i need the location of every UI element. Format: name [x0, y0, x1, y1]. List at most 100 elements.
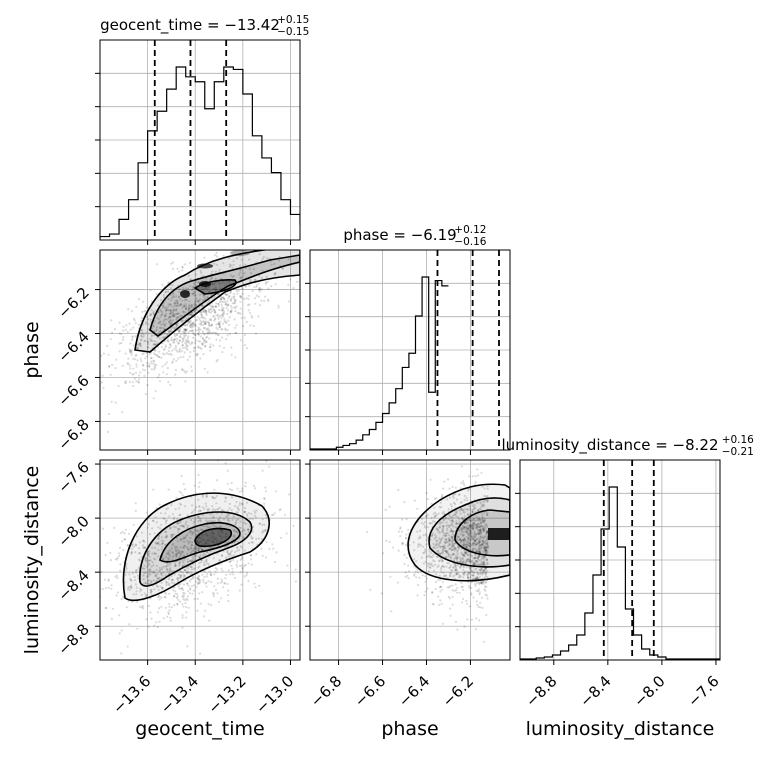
scatter-point — [484, 527, 487, 530]
panel-phase-geocent_time-frame — [99, 249, 301, 451]
scatter-point — [457, 535, 460, 538]
scatter-point — [439, 523, 442, 526]
scatter-point — [451, 540, 454, 543]
scatter-point — [180, 350, 183, 353]
scatter-point — [180, 320, 183, 323]
scatter-point — [478, 526, 481, 529]
scatter-point — [197, 582, 200, 585]
scatter-point — [160, 356, 163, 359]
scatter-point — [218, 558, 221, 562]
scatter-point — [211, 495, 214, 499]
scatter-point — [213, 310, 216, 313]
scatter-point — [168, 576, 171, 579]
scatter-point — [156, 336, 159, 339]
scatter-point — [186, 582, 189, 585]
scatter-point — [159, 527, 162, 530]
scatter-point — [200, 313, 203, 316]
scatter-point — [216, 582, 219, 585]
scatter-point — [467, 489, 470, 492]
scatter-point — [441, 558, 444, 562]
scatter-point — [173, 516, 176, 519]
scatter-point — [148, 559, 151, 562]
scatter-point — [469, 571, 472, 574]
scatter-point — [198, 556, 201, 559]
scatter-point — [421, 574, 424, 577]
scatter-point — [227, 304, 230, 307]
scatter-point — [110, 587, 113, 590]
scatter-point — [153, 352, 156, 355]
scatter-point — [227, 518, 230, 521]
scatter-point — [214, 567, 217, 570]
scatter-point — [456, 564, 459, 567]
scatter-point — [199, 335, 202, 338]
scatter-point — [454, 526, 457, 529]
scatter-point — [455, 588, 458, 592]
scatter-point — [418, 535, 421, 538]
scatter-point — [193, 334, 197, 337]
scatter-point — [480, 471, 483, 474]
scatter-point — [161, 326, 164, 330]
scatter-point — [183, 351, 186, 354]
scatter-point — [195, 580, 198, 583]
scatter-point — [467, 540, 470, 543]
scatter-point — [177, 315, 180, 319]
scatter-point — [170, 547, 173, 550]
scatter-point — [241, 325, 245, 328]
scatter-point — [189, 530, 192, 533]
scatter-point — [150, 590, 153, 593]
scatter-point — [464, 530, 467, 533]
scatter-point — [474, 526, 478, 529]
scatter-point — [173, 603, 176, 607]
scatter-point — [141, 544, 144, 547]
scatter-point — [208, 329, 211, 332]
scatter-point — [450, 569, 454, 572]
scatter-point — [130, 551, 133, 554]
scatter-point — [186, 323, 189, 326]
scatter-point — [160, 581, 163, 584]
scatter-point — [211, 297, 214, 300]
scatter-point — [461, 601, 464, 604]
scatter-point — [164, 318, 167, 321]
scatter-point — [188, 313, 191, 316]
scatter-point — [145, 322, 148, 325]
scatter-point — [461, 508, 464, 511]
scatter-point — [172, 341, 175, 344]
scatter-point — [480, 561, 483, 564]
scatter-point — [183, 335, 186, 338]
scatter-point — [147, 340, 150, 343]
scatter-point — [434, 581, 438, 584]
scatter-point — [135, 365, 138, 368]
scatter-point — [226, 535, 229, 538]
scatter-point — [211, 540, 214, 543]
scatter-point — [437, 543, 440, 546]
scatter-point — [482, 539, 485, 542]
scatter-point — [146, 551, 149, 555]
scatter-point — [177, 295, 180, 298]
scatter-point — [197, 516, 200, 520]
scatter-point — [187, 542, 190, 545]
scatter-point — [164, 363, 167, 366]
scatter-point — [163, 595, 166, 598]
scatter-point — [152, 570, 155, 573]
scatter-point — [458, 557, 462, 560]
scatter-point — [169, 527, 172, 530]
scatter-point — [182, 310, 185, 313]
scatter-point — [222, 586, 225, 589]
scatter-point — [186, 524, 189, 528]
scatter-point — [230, 549, 234, 552]
scatter-point — [419, 529, 422, 532]
scatter-point — [486, 534, 489, 537]
scatter-point — [129, 577, 132, 580]
scatter-point — [233, 536, 236, 539]
scatter-point — [184, 601, 187, 605]
scatter-point — [171, 570, 174, 573]
scatter-point — [189, 313, 192, 316]
scatter-point — [135, 571, 138, 574]
scatter-point — [185, 287, 188, 290]
scatter-point — [170, 296, 173, 300]
scatter-point — [185, 329, 188, 332]
scatter-point — [190, 292, 193, 295]
scatter-point — [479, 606, 482, 609]
scatter-point — [175, 596, 178, 600]
scatter-point — [467, 554, 470, 557]
